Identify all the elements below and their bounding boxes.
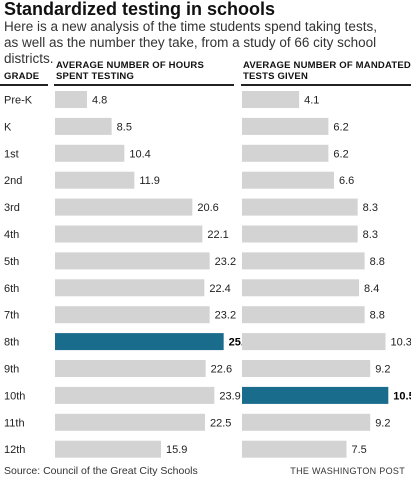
tests-value-label: 6.6 bbox=[339, 175, 354, 187]
hours-value-label: 23.2 bbox=[215, 310, 236, 322]
tests-bar bbox=[242, 386, 389, 404]
tests-bar bbox=[242, 279, 360, 297]
grade-label: 5th bbox=[4, 256, 19, 268]
tests-value-label: 9.2 bbox=[375, 364, 390, 376]
hours-bar bbox=[55, 252, 210, 270]
hours-bar bbox=[55, 360, 206, 377]
publisher-credit: THE WASHINGTON POST bbox=[290, 466, 405, 476]
tests-value-label: 9.2 bbox=[375, 417, 390, 429]
source-note: Source: Council of the Great City School… bbox=[4, 465, 198, 477]
hours-value-label: 15.9 bbox=[166, 444, 187, 456]
hours-bar bbox=[55, 279, 205, 297]
tests-bar bbox=[242, 413, 371, 431]
hours-value-label: 20.6 bbox=[197, 202, 218, 214]
tests-value-label: 8.8 bbox=[370, 256, 385, 268]
tests-value-label: 8.3 bbox=[363, 229, 378, 241]
tests-bar bbox=[242, 252, 365, 270]
grade-label: Pre-K bbox=[4, 95, 33, 107]
hours-value-label: 4.8 bbox=[92, 95, 107, 107]
tests-bar bbox=[242, 225, 358, 243]
hours-bar bbox=[55, 91, 87, 108]
hours-bar bbox=[55, 171, 135, 189]
grade-label: 3rd bbox=[4, 202, 20, 214]
tests-value-label: 8.3 bbox=[363, 202, 378, 214]
tests-value-label: 8.8 bbox=[370, 310, 385, 322]
tests-value-label: 6.2 bbox=[333, 121, 348, 133]
tests-bar bbox=[242, 144, 329, 162]
hours-value-label: 22.5 bbox=[210, 417, 231, 429]
hours-bar bbox=[55, 386, 215, 404]
hours-value-label: 8.5 bbox=[117, 121, 132, 133]
hours-bar bbox=[55, 440, 161, 458]
tests-bar bbox=[242, 91, 300, 108]
grade-label: 8th bbox=[4, 337, 19, 349]
grade-label: 1st bbox=[4, 148, 19, 160]
hours-bar bbox=[55, 144, 125, 162]
chart-title: Standardized testing in schools bbox=[4, 0, 276, 19]
hours-value-label: 22.6 bbox=[211, 364, 232, 376]
tests-column-header: AVERAGE NUMBER OF MANDATED TESTS GIVEN bbox=[243, 60, 411, 82]
grade-label: 12th bbox=[4, 444, 25, 456]
chart-subtitle: Here is a new analysis of the time stude… bbox=[4, 19, 377, 66]
tests-value-label: 10.5 bbox=[393, 390, 411, 402]
hours-value-label: 10.4 bbox=[129, 148, 150, 160]
hours-bar bbox=[55, 117, 112, 135]
hours-value-label: 11.9 bbox=[139, 175, 160, 187]
tests-bar bbox=[242, 171, 334, 189]
tests-bar bbox=[242, 117, 329, 135]
hours-column-header: AVERAGE NUMBER OF HOURS SPENT TESTING bbox=[56, 60, 204, 82]
tests-value-label: 6.2 bbox=[333, 148, 348, 160]
tests-value-label: 10.3 bbox=[391, 337, 411, 349]
tests-header-rule bbox=[241, 84, 411, 86]
hours-value-label: 22.1 bbox=[207, 229, 228, 241]
hours-bar bbox=[55, 333, 224, 351]
tests-value-label: 7.5 bbox=[352, 444, 367, 456]
grade-label: 6th bbox=[4, 283, 19, 295]
grade-label: 11th bbox=[4, 417, 25, 429]
hours-bar bbox=[55, 306, 210, 324]
tests-bar bbox=[242, 333, 386, 351]
tests-value-label: 4.1 bbox=[304, 95, 319, 107]
grade-header-rule bbox=[0, 84, 48, 86]
hours-header-rule bbox=[54, 84, 234, 86]
grade-label: 10th bbox=[4, 390, 25, 402]
hours-value-label: 23.9 bbox=[219, 390, 240, 402]
tests-bar bbox=[242, 198, 358, 216]
hours-bar bbox=[55, 198, 193, 216]
grade-label: 4th bbox=[4, 229, 19, 241]
hours-value-label: 23.2 bbox=[215, 256, 236, 268]
hours-bar bbox=[55, 413, 205, 431]
grade-column-header: GRADE bbox=[4, 71, 40, 82]
grade-label: K bbox=[4, 121, 12, 133]
tests-value-label: 8.4 bbox=[364, 283, 379, 295]
grade-label: 7th bbox=[4, 310, 19, 322]
hours-bar bbox=[55, 225, 203, 243]
grade-label: 9th bbox=[4, 364, 19, 376]
tests-bar bbox=[242, 360, 371, 377]
grade-label: 2nd bbox=[4, 175, 22, 187]
hours-value-label: 22.4 bbox=[209, 283, 230, 295]
tests-bar bbox=[242, 306, 365, 324]
tests-bar bbox=[242, 440, 347, 458]
